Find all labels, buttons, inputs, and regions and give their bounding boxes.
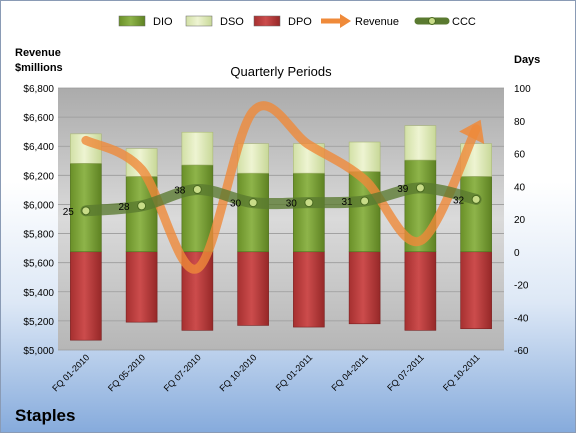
left-tick-label: $6,000 <box>23 200 54 211</box>
ccc-data-label: 31 <box>342 197 354 208</box>
ccc-line <box>80 182 482 217</box>
revenue-arrow-head <box>459 119 485 144</box>
bar-dpo <box>460 251 492 330</box>
ccc-marker <box>304 198 314 208</box>
right-tick-label: 40 <box>514 182 526 193</box>
right-tick-label: 0 <box>514 248 520 259</box>
bar-dpo <box>293 251 325 328</box>
chart-title: Quarterly Periods <box>230 64 332 79</box>
bar-dpo <box>404 251 437 331</box>
left-tick-label: $5,400 <box>23 288 54 299</box>
right-tick-label: -40 <box>514 313 529 324</box>
category-label: FQ 10-2011 <box>441 352 482 393</box>
ccc-data-label: 25 <box>63 207 75 218</box>
bar-dpo <box>70 251 102 341</box>
legend-swatch-dio <box>118 15 146 27</box>
left-tick-label: $6,400 <box>23 142 54 153</box>
left-tick-label: $6,600 <box>23 113 54 124</box>
left-tick-label: $5,600 <box>23 259 54 270</box>
bar-dio <box>181 164 214 253</box>
category-label: FQ 01-2010 <box>50 352 91 393</box>
right-tick-label: 60 <box>514 150 526 161</box>
category-label: FQ 05-2010 <box>106 352 147 393</box>
ccc-marker <box>360 196 370 206</box>
category-label: FQ 07-2011 <box>385 352 426 393</box>
left-tick-label: $5,800 <box>23 230 54 241</box>
ccc-data-label: 28 <box>119 202 131 213</box>
legend-revenue-arrow-head <box>340 14 351 28</box>
right-tick-label: -60 <box>514 346 529 357</box>
right-tick-label: -20 <box>514 281 529 292</box>
bar-dso <box>404 125 437 161</box>
bar-dpo <box>125 251 158 323</box>
right-tick-label: 20 <box>514 215 526 226</box>
left-tick-label: $5,000 <box>23 346 54 357</box>
right-tick-label: 80 <box>514 117 526 128</box>
legend-label: DPO <box>288 16 312 28</box>
ccc-data-label: 38 <box>174 186 186 197</box>
bar-dso <box>181 131 214 166</box>
ccc-marker <box>471 194 481 204</box>
ccc-marker <box>248 198 258 208</box>
bar-dso <box>237 143 269 174</box>
left-axis-label-line2: $millions <box>15 62 63 74</box>
left-axis-label-line1: Revenue <box>15 47 61 59</box>
category-label: FQ 01-2011 <box>274 352 315 393</box>
ccc-data-label: 30 <box>230 199 242 210</box>
ccc-marker <box>192 185 202 195</box>
ccc-marker <box>137 201 147 211</box>
left-tick-label: $6,800 <box>23 84 54 95</box>
left-tick-label: $6,200 <box>23 171 54 182</box>
ccc-data-label: 39 <box>397 184 409 195</box>
legend: DIO DSO DPO Revenue CCC <box>118 14 476 28</box>
legend-label: CCC <box>452 16 476 28</box>
legend-swatch-dso <box>185 15 213 27</box>
bar-dpo <box>237 251 269 326</box>
legend-label: DIO <box>153 16 173 28</box>
legend-label: Revenue <box>355 16 399 28</box>
ccc-series: 25 28 38 30 30 31 39 32 <box>63 182 482 218</box>
category-label: FQ 07-2010 <box>162 352 203 393</box>
legend-label: DSO <box>220 16 244 28</box>
bar-dio <box>237 172 269 253</box>
bar-dio <box>460 176 492 253</box>
ccc-marker <box>81 206 91 216</box>
right-tick-label: 100 <box>514 84 531 95</box>
company-name: Staples <box>15 406 76 425</box>
legend-swatch-dpo <box>253 15 281 27</box>
category-label: FQ 10-2010 <box>218 352 259 393</box>
bar-dio <box>293 172 325 253</box>
bar-dpo <box>348 251 381 325</box>
left-tick-label: $5,200 <box>23 317 54 328</box>
right-axis-label: Days <box>514 54 540 66</box>
category-label: FQ 04-2011 <box>329 352 370 393</box>
ccc-marker <box>415 183 425 193</box>
ccc-data-label: 32 <box>453 195 465 206</box>
ccc-data-label: 30 <box>286 199 298 210</box>
legend-ccc-marker <box>428 17 436 25</box>
